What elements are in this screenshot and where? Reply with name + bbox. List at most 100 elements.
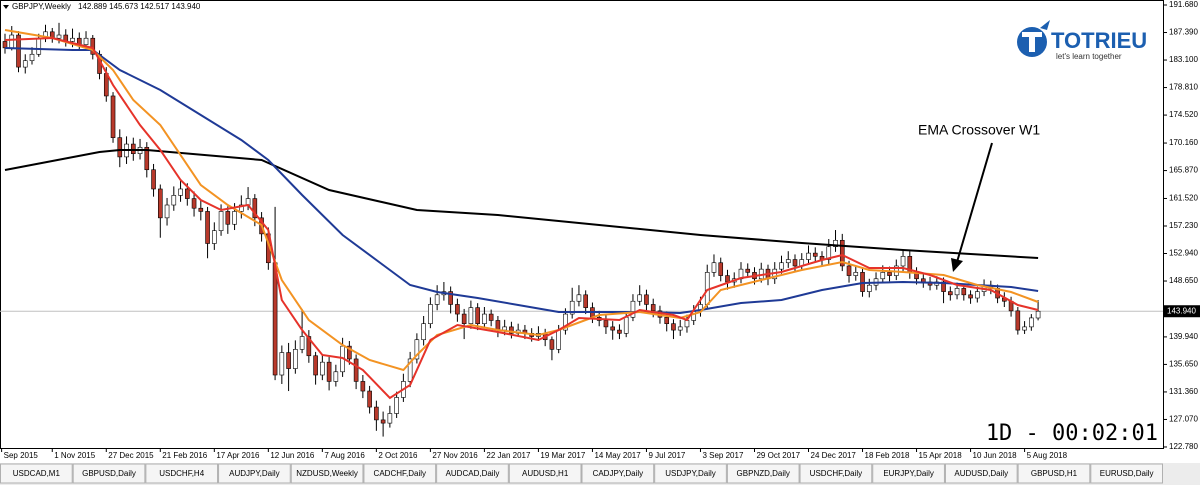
tab[interactable] [290, 463, 364, 484]
candle-body [387, 413, 393, 424]
candle-body [434, 294, 440, 305]
candle-body [185, 188, 190, 199]
candle-body [448, 291, 453, 305]
tab[interactable] [218, 463, 291, 484]
tab[interactable] [363, 463, 437, 484]
x-tick-label: 7 Aug 2016 [324, 451, 365, 460]
candle-body [968, 294, 973, 299]
tab-label[interactable]: EURUSD,Daily [1100, 469, 1154, 478]
ma-line [4, 29, 1039, 372]
tab-label[interactable]: USDCAD,M1 [13, 469, 61, 478]
tab[interactable] [508, 463, 582, 484]
candle-body [130, 143, 136, 154]
logo-name: TOTRIEU [1051, 28, 1147, 53]
price-label-box [1164, 305, 1200, 318]
tab-label[interactable]: EURJPY,Daily [883, 469, 934, 478]
tab-label[interactable]: AUDUSD,H1 [522, 469, 569, 478]
tab-label[interactable]: USDCHF,Daily [810, 469, 862, 478]
candle-body [2, 41, 8, 49]
candle-body [961, 288, 967, 296]
tab-label[interactable]: GBPNZD,Daily [737, 469, 790, 478]
candle-body [110, 95, 116, 138]
candle-body [374, 406, 379, 421]
annotation-arrow [956, 142, 993, 263]
x-tick-label: 27 Dec 2015 [108, 451, 154, 460]
tab[interactable] [436, 463, 509, 484]
tab[interactable] [581, 463, 655, 484]
x-tick-label: 14 May 2017 [594, 451, 641, 460]
x-tick-label: 2 Oct 2016 [378, 451, 418, 460]
tab-label[interactable]: CADCHF,Daily [374, 469, 426, 478]
x-tick-label: Sep 2015 [4, 451, 39, 460]
tab-label[interactable]: GBPUSD,H1 [1031, 469, 1078, 478]
y-tick-label: 135.650 [1169, 360, 1198, 369]
tab-label[interactable]: AUDCAD,Daily [446, 469, 500, 478]
tab[interactable] [944, 463, 1018, 484]
candle-body [826, 246, 832, 260]
tab[interactable] [0, 463, 73, 484]
y-tick-label: 122.780 [1169, 442, 1198, 451]
ohlc-values: 142.889 145.673 142.517 143.940 [78, 2, 201, 11]
tab[interactable] [726, 463, 800, 484]
ma-line [4, 36, 1039, 400]
timer: 1D - 00:02:01 [986, 421, 1158, 446]
tab-label[interactable]: CADJPY,Daily [593, 469, 644, 478]
tab[interactable] [72, 463, 146, 484]
candle-body [198, 207, 204, 212]
candle-body [637, 294, 643, 302]
tab-label[interactable]: USDJPY,Daily [665, 469, 716, 478]
candle-body [644, 294, 649, 305]
candle-body [83, 37, 89, 45]
tab-label[interactable]: USDCHF,H4 [159, 469, 204, 478]
y-tick-label: 127.070 [1169, 415, 1198, 424]
logo-tagline: let's learn together [1056, 52, 1122, 61]
candle-body [218, 211, 224, 231]
candle-body [880, 272, 886, 280]
candle-body [151, 169, 156, 190]
candle-body [745, 268, 751, 273]
tab[interactable] [145, 463, 219, 484]
candle-body [293, 349, 298, 369]
candle-body [853, 272, 859, 276]
tab[interactable] [1017, 463, 1091, 484]
candle-body [475, 307, 480, 324]
candle-body [347, 345, 352, 360]
candle-body [144, 146, 150, 171]
tab[interactable] [872, 463, 945, 484]
price-label: 143.940 [1167, 306, 1196, 315]
candle-body [353, 358, 359, 382]
candle-body [1015, 310, 1021, 331]
candle-body [239, 204, 244, 212]
candle-body [711, 262, 717, 273]
x-tick-label: 5 Aug 2018 [1027, 451, 1068, 460]
candle-body [232, 211, 237, 225]
tab-label[interactable]: NZDUSD,Weekly [296, 469, 358, 478]
x-tick-label: 10 Jun 2018 [973, 451, 1018, 460]
candle-body [630, 300, 636, 318]
plot-frame [0, 0, 1164, 449]
y-tick-label: 157.230 [1169, 221, 1198, 230]
candle-body [792, 259, 798, 267]
x-tick-label: 1 Nov 2015 [54, 451, 95, 460]
candle-body [1029, 317, 1034, 328]
candle-body [360, 381, 366, 392]
tab-label[interactable]: AUDJPY,Daily [229, 469, 280, 478]
candle-body [157, 188, 163, 219]
candle-body [684, 320, 690, 328]
annotation-arrowhead [951, 258, 963, 272]
tab[interactable] [799, 463, 873, 484]
y-tick-label: 139.940 [1169, 332, 1198, 341]
tab-label[interactable]: AUDUSD,Daily [954, 469, 1008, 478]
x-tick-label: 19 Mar 2017 [540, 451, 585, 460]
logo-icon-stem [1029, 32, 1035, 52]
tab[interactable] [1090, 463, 1163, 484]
tab-label[interactable]: GBPUSD,Daily [82, 469, 136, 478]
header-arrow [3, 5, 9, 9]
candle-body [380, 419, 386, 424]
tab[interactable] [654, 463, 727, 484]
candle-body [286, 352, 291, 369]
candle-body [806, 252, 811, 260]
x-tick-label: 21 Feb 2016 [162, 451, 207, 460]
candle-body [502, 326, 507, 331]
